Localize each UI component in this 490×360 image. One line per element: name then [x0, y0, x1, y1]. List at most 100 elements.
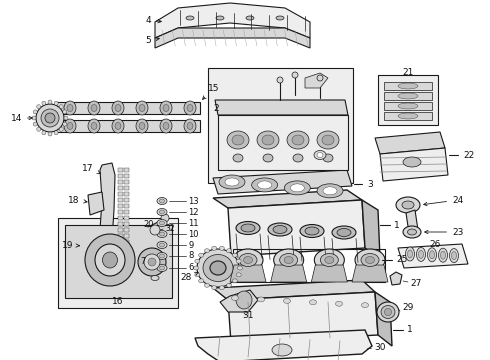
Polygon shape [155, 3, 310, 38]
Text: 1: 1 [394, 220, 400, 230]
Bar [124, 234, 129, 238]
Bar [384, 92, 432, 100]
Ellipse shape [236, 259, 241, 263]
Ellipse shape [160, 232, 165, 236]
Ellipse shape [160, 101, 172, 115]
Text: 8: 8 [188, 252, 194, 261]
Ellipse shape [37, 105, 41, 109]
Ellipse shape [314, 249, 344, 271]
Ellipse shape [204, 249, 210, 253]
Ellipse shape [227, 131, 249, 149]
Bar [118, 174, 123, 178]
Ellipse shape [32, 116, 36, 120]
Ellipse shape [212, 286, 217, 290]
Ellipse shape [252, 178, 278, 192]
Ellipse shape [238, 266, 243, 270]
Ellipse shape [233, 249, 263, 271]
Ellipse shape [336, 301, 343, 306]
Text: 17: 17 [82, 163, 100, 174]
Bar [118, 240, 123, 244]
Text: 10: 10 [188, 230, 198, 239]
Ellipse shape [186, 16, 194, 20]
Ellipse shape [276, 16, 284, 20]
Ellipse shape [88, 119, 100, 133]
Ellipse shape [398, 83, 418, 89]
Ellipse shape [136, 101, 148, 115]
Ellipse shape [233, 154, 243, 162]
Ellipse shape [88, 101, 100, 115]
Ellipse shape [85, 234, 135, 286]
Bar [118, 192, 123, 196]
Ellipse shape [45, 113, 55, 123]
Ellipse shape [398, 113, 418, 119]
Ellipse shape [42, 101, 46, 105]
Ellipse shape [67, 122, 73, 130]
Ellipse shape [262, 135, 274, 145]
Ellipse shape [157, 265, 167, 271]
Ellipse shape [91, 122, 97, 130]
Ellipse shape [112, 119, 124, 133]
Ellipse shape [402, 201, 414, 209]
Ellipse shape [41, 109, 59, 127]
Ellipse shape [184, 119, 196, 133]
Text: 26: 26 [429, 239, 441, 248]
Text: 27: 27 [410, 279, 421, 288]
Ellipse shape [157, 208, 167, 216]
Bar [118, 198, 123, 202]
Polygon shape [213, 170, 352, 194]
Ellipse shape [418, 251, 423, 258]
Text: 15: 15 [202, 84, 220, 99]
Ellipse shape [317, 131, 339, 149]
Ellipse shape [293, 154, 303, 162]
Ellipse shape [320, 253, 338, 266]
Ellipse shape [136, 119, 148, 133]
Ellipse shape [268, 223, 292, 236]
Text: 11: 11 [188, 219, 198, 228]
Ellipse shape [64, 116, 68, 120]
Polygon shape [406, 210, 418, 233]
Bar [124, 180, 129, 184]
Polygon shape [213, 280, 375, 300]
Bar [124, 186, 129, 190]
Ellipse shape [292, 135, 304, 145]
Ellipse shape [144, 254, 160, 270]
Bar [124, 252, 129, 256]
Ellipse shape [210, 261, 226, 275]
Ellipse shape [317, 75, 323, 81]
Text: 5: 5 [145, 36, 159, 45]
Ellipse shape [161, 214, 169, 222]
Ellipse shape [377, 302, 399, 322]
Ellipse shape [187, 122, 193, 130]
Ellipse shape [115, 104, 121, 112]
Text: 6: 6 [188, 264, 194, 273]
Ellipse shape [198, 279, 204, 283]
Polygon shape [311, 265, 347, 282]
Polygon shape [218, 115, 348, 170]
Ellipse shape [332, 226, 356, 239]
Polygon shape [375, 292, 392, 346]
Ellipse shape [284, 298, 291, 303]
Ellipse shape [441, 251, 445, 259]
Polygon shape [195, 330, 372, 360]
Ellipse shape [403, 226, 421, 238]
Bar [118, 228, 123, 232]
Ellipse shape [138, 248, 166, 276]
Ellipse shape [439, 248, 447, 262]
Ellipse shape [160, 254, 165, 258]
Polygon shape [100, 163, 115, 242]
Polygon shape [375, 132, 445, 154]
Ellipse shape [64, 119, 76, 133]
Ellipse shape [187, 104, 193, 112]
Bar [384, 102, 432, 110]
Polygon shape [65, 225, 172, 298]
Polygon shape [398, 244, 468, 268]
Ellipse shape [226, 249, 231, 253]
Bar [118, 204, 123, 208]
Bar [118, 216, 123, 220]
Ellipse shape [160, 119, 172, 133]
Polygon shape [230, 265, 266, 282]
Ellipse shape [284, 256, 293, 264]
Bar [118, 222, 123, 226]
Ellipse shape [63, 122, 67, 126]
Ellipse shape [42, 131, 46, 135]
